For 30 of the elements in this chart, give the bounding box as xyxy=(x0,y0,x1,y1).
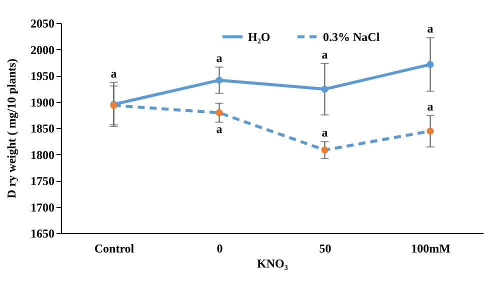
y-tick-label: 2000 xyxy=(30,42,54,57)
legend-label: H₂O xyxy=(248,30,270,44)
point xyxy=(321,86,328,93)
point xyxy=(216,109,223,116)
x-axis-title: KNO₃ xyxy=(257,256,288,270)
y-tick-label: 1700 xyxy=(30,200,54,214)
data-label: a xyxy=(322,47,328,62)
point xyxy=(321,146,328,154)
data-label: a xyxy=(427,22,434,36)
point xyxy=(426,128,434,135)
x-tick-label: 0 xyxy=(216,242,223,256)
y-tick-label: 1950 xyxy=(30,69,54,83)
y-tick-label: 1800 xyxy=(30,148,54,162)
point xyxy=(216,76,223,84)
data-label: a xyxy=(216,122,222,136)
x-tick-label: 100mM xyxy=(411,242,450,256)
y-axis-title: D ry weight ( mg/10 plants) xyxy=(4,58,18,198)
x-tick-label: 50 xyxy=(319,242,332,256)
y-tick-label: 1850 xyxy=(30,122,54,136)
x-tick-label: Control xyxy=(94,242,135,256)
point xyxy=(426,60,434,68)
y-tick-label: 1900 xyxy=(30,95,54,110)
legend-label: 0.3% NaCl xyxy=(323,30,380,44)
data-label: a xyxy=(216,51,222,66)
y-tick-label: 2050 xyxy=(30,16,54,30)
data-label: a xyxy=(427,99,434,114)
data-label: a xyxy=(322,126,328,140)
y-tick-label: 1750 xyxy=(30,174,54,188)
data-label: a xyxy=(110,66,117,80)
y-tick-label: 1650 xyxy=(30,226,54,240)
